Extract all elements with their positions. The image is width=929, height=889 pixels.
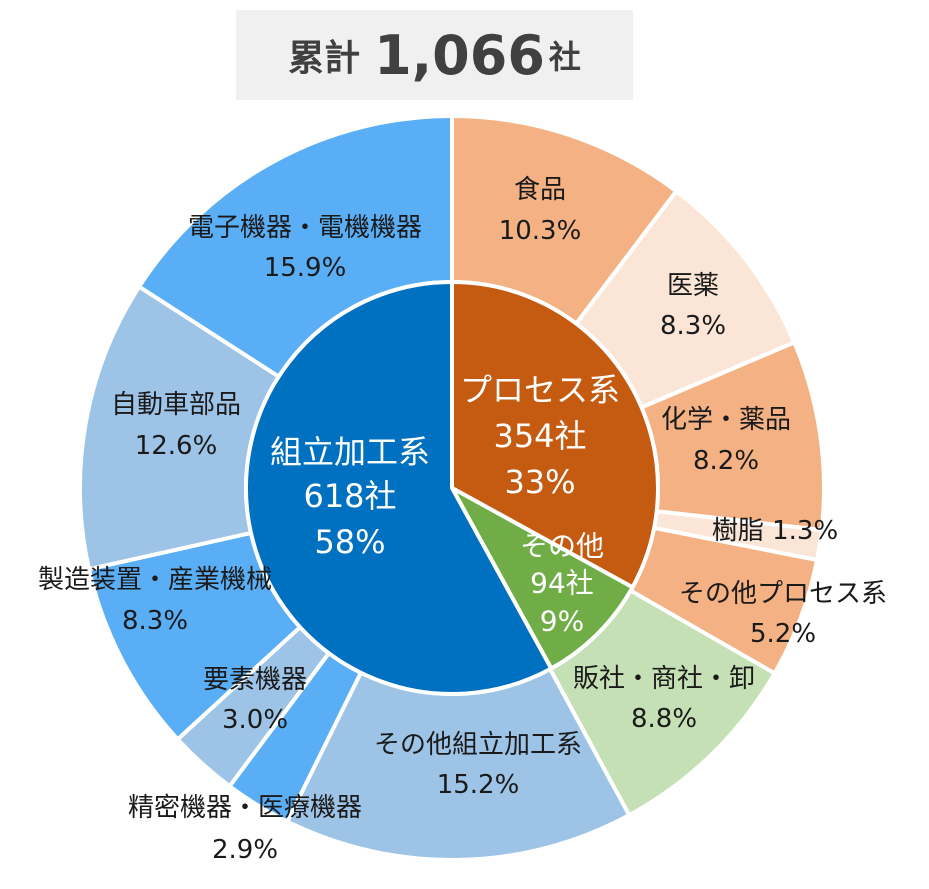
- total-box: 累計 1,066 社: [236, 10, 633, 100]
- outer-label-name-2: 化学・薬品: [661, 405, 791, 435]
- total-unit: 社: [548, 38, 581, 76]
- inner-slice-other: [450, 486, 635, 671]
- outer-label-pct-4: 5.2%: [750, 619, 816, 649]
- total-value: 1,066: [374, 23, 545, 87]
- inner-label-pct-1: 33%: [504, 463, 575, 501]
- outer-label-name-4: その他プロセス系: [679, 579, 887, 609]
- outer-ring: [78, 114, 826, 862]
- outer-label-3: 樹脂 1.3%: [712, 516, 838, 546]
- outer-label-name-7: 精密機器・医療機器: [128, 793, 362, 823]
- outer-label-name-11: 電子機器・電機機器: [188, 213, 422, 243]
- outer-label-name-8: 要素機器: [203, 665, 307, 695]
- outer-label-pct-9: 8.3%: [122, 606, 188, 636]
- inner-label-count-0: 618社: [303, 477, 396, 515]
- outer-label-pct-1: 8.3%: [660, 311, 726, 341]
- outer-label-name-9: 製造装置・産業機械: [38, 565, 272, 595]
- outer-label-pct-5: 8.8%: [631, 704, 697, 734]
- outer-label-name-5: 販社・商社・卸: [573, 664, 755, 694]
- outer-label-pct-0: 10.3%: [499, 216, 582, 246]
- total-heading: 累計 1,066 社: [236, 10, 633, 100]
- outer-label-pct-6: 15.2%: [437, 770, 520, 800]
- outer-label-pct-7: 2.9%: [212, 835, 278, 865]
- inner-slice-process: [450, 280, 660, 590]
- inner-slice-assembly: [244, 280, 554, 696]
- outer-label-name-0: 食品: [514, 175, 566, 205]
- inner-label-name-0: 組立加工系: [270, 433, 430, 471]
- outer-label-pct-10: 12.6%: [135, 431, 218, 461]
- outer-label-name-6: その他組立加工系: [374, 730, 582, 760]
- outer-label-name-10: 自動車部品: [111, 390, 241, 420]
- inner-label-name-1: プロセス系: [460, 371, 620, 409]
- inner-label-name-2: その他: [520, 530, 604, 563]
- inner-labels: 組立加工系 618社 58% プロセス系 354社 33% その他 94社 9%: [270, 371, 620, 638]
- inner-label-pct-0: 58%: [314, 523, 385, 561]
- total-label: 累計: [288, 38, 361, 79]
- inner-label-pct-2: 9%: [540, 605, 584, 638]
- outer-label-pct-2: 8.2%: [693, 446, 759, 476]
- inner-ring: [244, 280, 660, 696]
- outer-label-name-1: 医薬: [667, 271, 719, 301]
- outer-label-pct-8: 3.0%: [222, 705, 288, 735]
- inner-label-count-2: 94社: [530, 567, 594, 600]
- inner-label-count-1: 354社: [493, 417, 586, 455]
- outer-label-pct-11: 15.9%: [264, 253, 347, 283]
